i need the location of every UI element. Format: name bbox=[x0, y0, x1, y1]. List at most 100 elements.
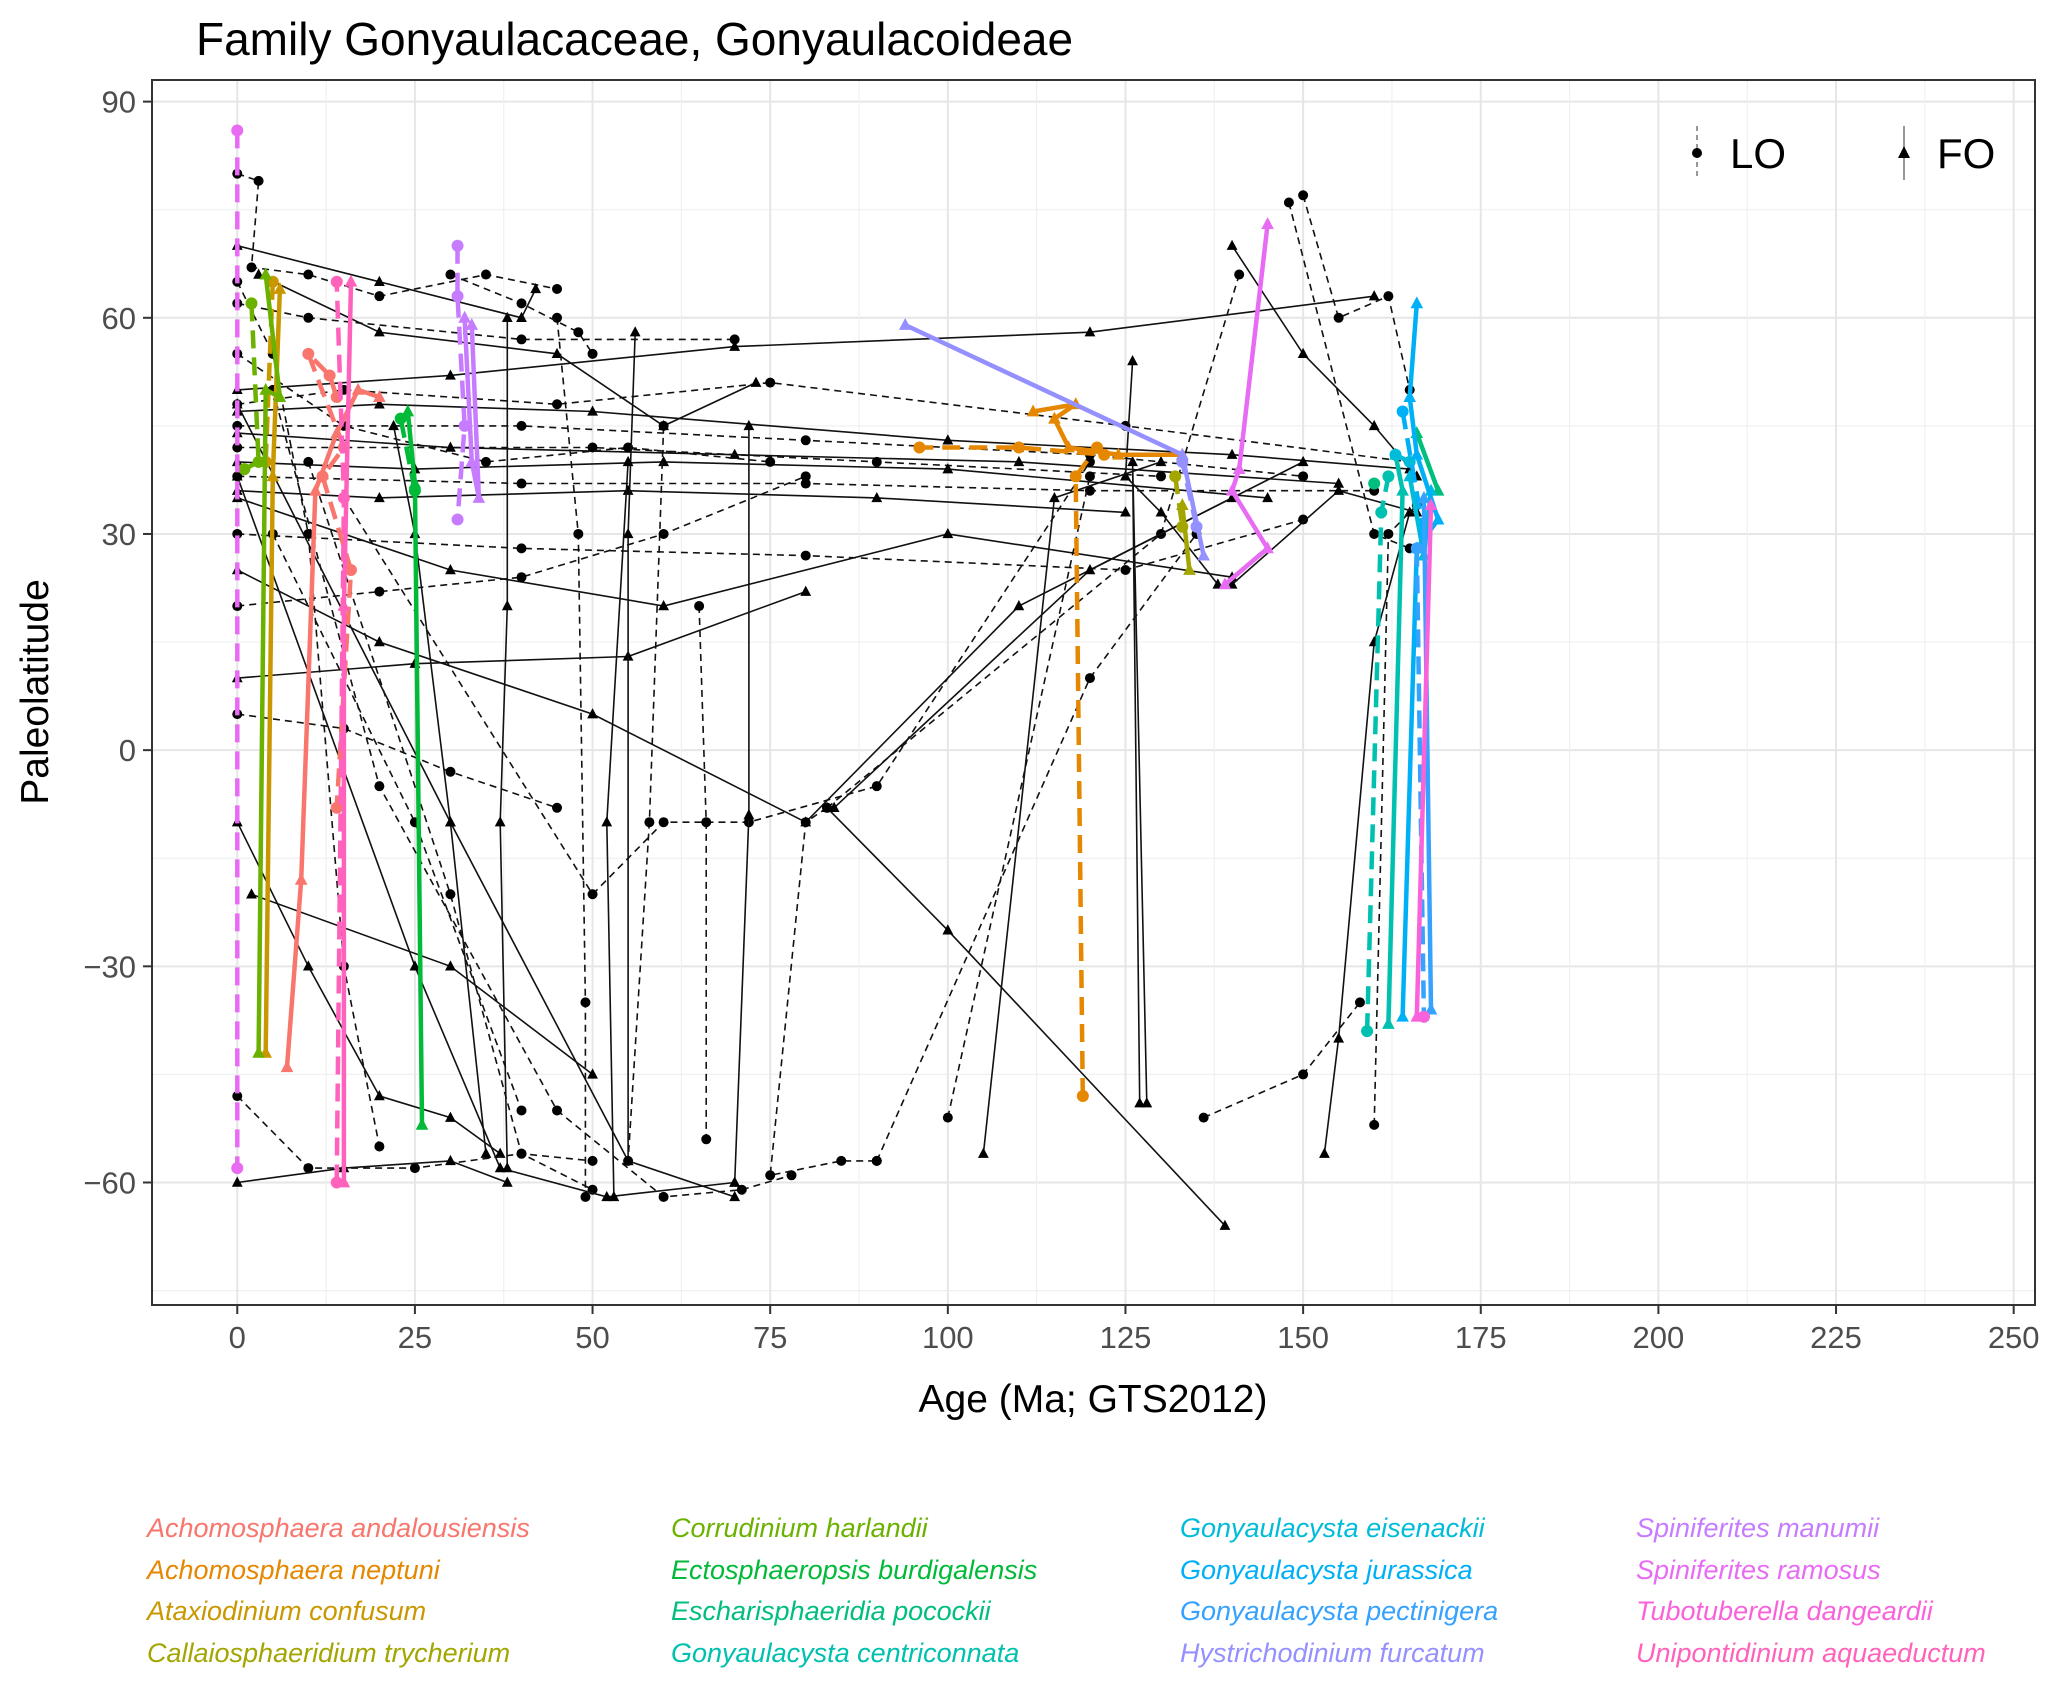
series-lo-point bbox=[1375, 506, 1388, 519]
background-fo-point bbox=[373, 491, 385, 503]
background-trace bbox=[237, 590, 806, 679]
background-fo-point bbox=[1219, 1219, 1231, 1230]
background-lo-point bbox=[516, 572, 527, 583]
series-corrudinium-harlandii bbox=[238, 267, 287, 1058]
series-fo-line bbox=[462, 317, 482, 501]
series-fo-point bbox=[1048, 411, 1061, 424]
background-fo-point bbox=[601, 816, 613, 827]
series-fo-point bbox=[1396, 1009, 1409, 1022]
background-lo-point bbox=[516, 543, 527, 554]
background-fo-point bbox=[501, 1162, 513, 1173]
legend-entry-species: Callaiosphaeridium trycherium bbox=[147, 1638, 510, 1668]
background-trace bbox=[272, 389, 792, 1198]
y-tick-label: 0 bbox=[119, 733, 136, 768]
background-lo-point bbox=[587, 442, 598, 453]
series-lo-line bbox=[1414, 548, 1427, 1017]
series-lo-point bbox=[1169, 470, 1182, 483]
series-lo-point bbox=[252, 455, 265, 468]
background-lo-point bbox=[871, 1155, 882, 1166]
background-fo-point bbox=[800, 585, 812, 596]
background-fo-point bbox=[516, 311, 527, 322]
background-fo-point bbox=[587, 1068, 598, 1079]
series-spiniferites-ramosus bbox=[231, 124, 1274, 1175]
series-fo-point bbox=[273, 390, 287, 402]
fo-key-point bbox=[1898, 146, 1910, 158]
background-trace bbox=[826, 274, 1240, 809]
background-lo-point bbox=[303, 528, 314, 539]
background-trace bbox=[947, 476, 1091, 1118]
series-lo-point bbox=[302, 347, 315, 360]
series-lo-point bbox=[1382, 470, 1395, 483]
series-fo-point bbox=[294, 872, 308, 885]
background-fo-point bbox=[373, 1090, 385, 1101]
background-lo-point bbox=[701, 817, 712, 828]
series-fo-line bbox=[1414, 505, 1434, 1017]
series-fo-point bbox=[1176, 447, 1189, 460]
background-lo-point bbox=[516, 334, 527, 345]
background-fo-point bbox=[1333, 1032, 1345, 1043]
background-fo-point bbox=[942, 924, 954, 935]
series-achomosphaera-neptuni bbox=[913, 397, 1189, 1103]
background-trace bbox=[237, 1160, 508, 1184]
background-lo-point bbox=[303, 1163, 314, 1174]
background-lo-point bbox=[1120, 565, 1131, 575]
series-fo-point bbox=[415, 1117, 429, 1130]
background-fo-point bbox=[302, 960, 314, 971]
background-fo-point bbox=[231, 1176, 243, 1187]
series-lo-point bbox=[323, 369, 336, 382]
series-fo-line bbox=[1421, 497, 1434, 1010]
background-fo-point bbox=[1319, 1147, 1330, 1158]
background-fo-point bbox=[622, 527, 634, 539]
background-lo-point bbox=[232, 420, 243, 431]
series-lo-point bbox=[1012, 441, 1025, 454]
series-lo-point bbox=[451, 290, 464, 303]
series-fo-point bbox=[1382, 1016, 1395, 1029]
series-lo-point bbox=[1368, 477, 1381, 490]
background-lo-point bbox=[765, 456, 776, 467]
background-fo-point bbox=[1084, 564, 1096, 575]
background-lo-point bbox=[587, 889, 598, 900]
series-fo-point bbox=[373, 390, 386, 402]
background-lo-point bbox=[587, 1155, 598, 1166]
background-fo-point bbox=[480, 1147, 492, 1158]
background-fo-point bbox=[1134, 1097, 1146, 1108]
series-fo-point bbox=[259, 382, 272, 395]
background-trace bbox=[769, 807, 877, 1177]
background-lo-point bbox=[374, 291, 385, 302]
background-trace bbox=[237, 381, 1410, 463]
x-tick-label: 0 bbox=[229, 1320, 246, 1355]
background-traces bbox=[231, 168, 1423, 1230]
background-lo-point bbox=[303, 312, 314, 323]
series-fo-point bbox=[465, 454, 479, 467]
background-fo-point bbox=[1127, 455, 1138, 467]
background-fo-point bbox=[1297, 455, 1309, 467]
legend-entry-species: Escharisphaeridia pocockii bbox=[671, 1596, 992, 1626]
background-lo-point bbox=[303, 456, 314, 467]
background-lo-point bbox=[1084, 471, 1095, 482]
background-fo-point bbox=[1141, 1097, 1153, 1108]
background-lo-point bbox=[552, 1105, 563, 1116]
legend-entry-species: Tubotuberella dangeardii bbox=[1636, 1596, 1934, 1626]
y-tick-label: 60 bbox=[102, 301, 136, 336]
series-fo-point bbox=[351, 382, 365, 395]
background-fo-point bbox=[494, 1147, 506, 1158]
background-lo-point bbox=[658, 420, 669, 431]
series-fo-point bbox=[1112, 447, 1125, 460]
series-fo-point bbox=[259, 267, 272, 280]
background-lo-point bbox=[658, 1191, 669, 1202]
background-fo-point bbox=[373, 326, 385, 337]
background-lo-point bbox=[800, 471, 811, 482]
series-lo-point bbox=[245, 297, 258, 310]
background-fo-point bbox=[445, 816, 456, 827]
background-fo-point bbox=[729, 448, 741, 459]
background-fo-point bbox=[1297, 347, 1309, 359]
series-traces bbox=[231, 124, 1445, 1189]
background-lo-point bbox=[1369, 528, 1380, 539]
background-fo-point bbox=[1368, 290, 1380, 301]
background-fo-point bbox=[494, 1162, 506, 1173]
series-lo-point bbox=[451, 513, 464, 526]
background-lo-point bbox=[658, 817, 669, 828]
series-fo-point bbox=[1410, 296, 1424, 309]
background-fo-point bbox=[729, 1190, 741, 1202]
background-lo-point bbox=[246, 262, 257, 273]
